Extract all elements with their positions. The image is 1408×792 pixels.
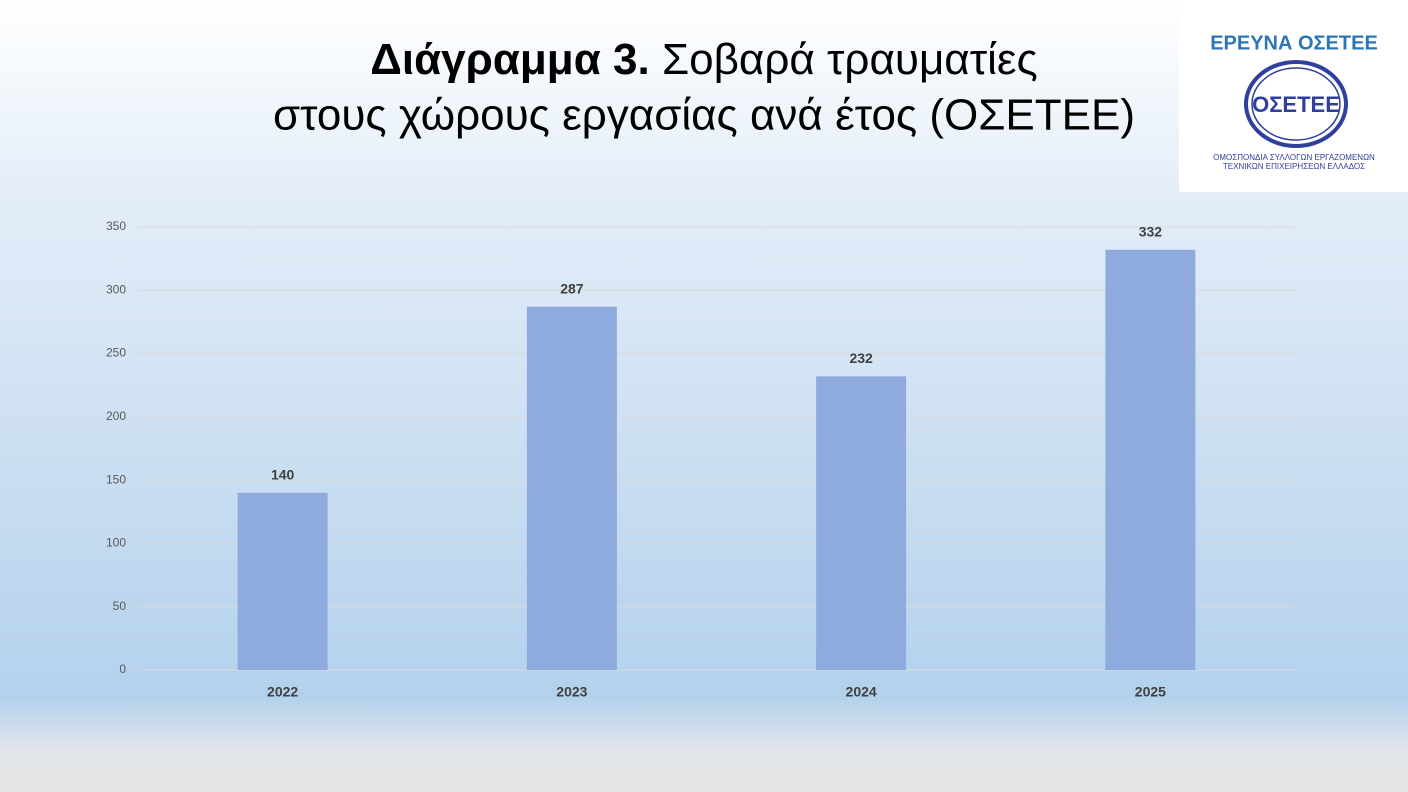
logo-ring-inner (1251, 67, 1341, 141)
logo: ΕΡΕΥΝΑ ΟΣΕΤΕΕ ΟΣΕΤΕΕ ΟΜΟΣΠΟΝΔΙΑ ΣΥΛΛΟΓΩΝ… (1179, 0, 1408, 192)
logo-caption: ΤΕΧΝΙΚΩΝ ΕΠΙΧΕΙΡΗΣΕΩΝ ΕΛΛΑΔΟΣ (1223, 162, 1365, 171)
logo-ring (1244, 60, 1348, 148)
title-label: Διάγραμμα 3. (370, 35, 649, 84)
y-tick-label: 300 (106, 282, 126, 296)
y-tick-label: 250 (106, 346, 126, 360)
logo-emblem: ΟΣΕΤΕΕ (1252, 92, 1340, 117)
value-label: 332 (1139, 223, 1163, 239)
bar (237, 492, 328, 670)
chart-title-line: στους χώρους εργασίας ανά έτος (ΟΣΕΤΕΕ) (273, 91, 1135, 140)
y-tick-label: 100 (106, 536, 126, 550)
chart-title: Διάγραμμα 3. Σοβαρά τραυματίες (370, 35, 1037, 84)
x-tick-label: 2022 (267, 684, 298, 700)
y-tick-label: 50 (113, 599, 127, 613)
y-tick-label: 350 (106, 219, 126, 233)
title-text: Σοβαρά τραυματίες (662, 35, 1038, 84)
logo-heading: ΕΡΕΥΝΑ ΟΣΕΤΕΕ (1210, 32, 1378, 54)
value-label: 232 (849, 350, 873, 366)
value-label: 140 (271, 467, 295, 483)
x-tick-label: 2024 (846, 684, 877, 700)
y-tick-label: 200 (106, 409, 126, 423)
logo-caption: ΟΜΟΣΠΟΝΔΙΑ ΣΥΛΛΟΓΩΝ ΕΡΓΑΖΟΜΕΝΩΝ (1213, 153, 1375, 162)
x-tick-label: 2023 (556, 684, 587, 700)
bar (816, 376, 907, 670)
value-label: 287 (560, 280, 584, 296)
x-tick-label: 2025 (1135, 684, 1166, 700)
y-tick-label: 0 (119, 662, 126, 676)
bar (1105, 249, 1196, 671)
y-tick-label: 150 (106, 472, 126, 486)
bar (526, 306, 617, 670)
